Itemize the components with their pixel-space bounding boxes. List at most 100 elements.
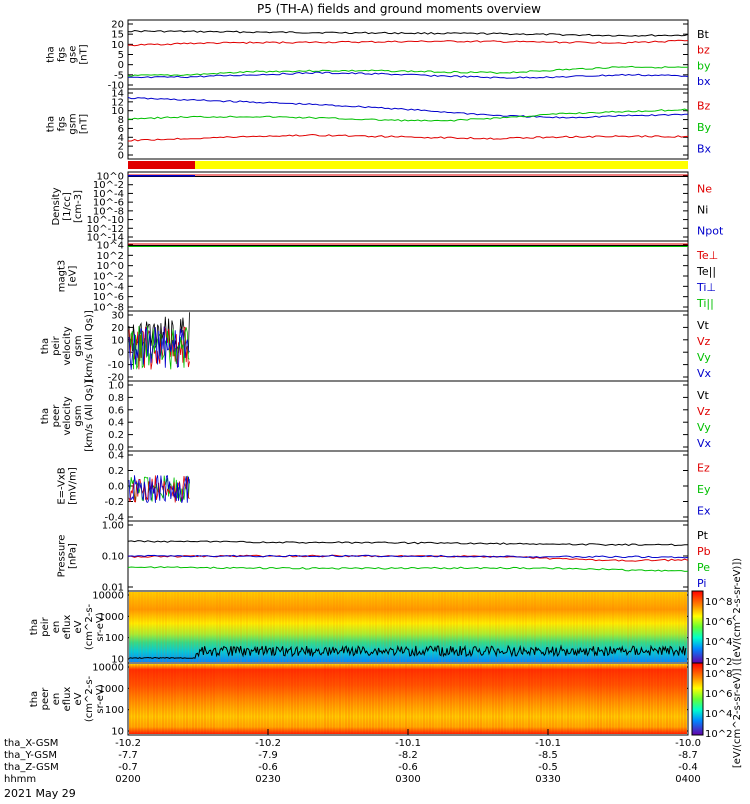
legend-entry: Ne <box>697 183 712 196</box>
y-axis-label-line: [nT] <box>79 114 90 134</box>
spectrogram-texture <box>630 592 632 662</box>
spectrogram-texture <box>477 592 479 662</box>
spectrogram-texture <box>372 592 374 662</box>
spectrogram-texture <box>141 664 143 734</box>
spectrogram-texture <box>585 664 587 734</box>
spectrogram-texture <box>435 664 437 734</box>
spectrogram-texture <box>498 592 500 662</box>
panel-peir_en: thapeirenefluxeV(cm^2-s-sr-eV)1000010001… <box>29 590 689 666</box>
spectrogram-texture <box>156 664 158 734</box>
y-axis-label-line: peer <box>40 687 51 711</box>
spectrogram-texture <box>561 664 563 734</box>
spectrogram-texture <box>324 592 326 662</box>
spectrogram-texture <box>618 592 620 662</box>
spectrogram-texture <box>174 592 176 662</box>
y-tick-label: 10^-6 <box>93 292 124 303</box>
y-tick-label: 10^2 <box>97 251 124 262</box>
spectrogram-texture <box>486 592 488 662</box>
spectrogram-texture <box>552 592 554 662</box>
spectrogram-texture <box>468 664 470 734</box>
spectrogram-texture <box>201 664 203 734</box>
quality-flag-bar <box>128 161 688 169</box>
panel-frame <box>127 450 689 522</box>
y-axis-label-line: gse <box>68 46 79 64</box>
spectrogram-texture <box>132 592 134 662</box>
y-axis-label-line: tha <box>46 116 57 132</box>
spectrogram-texture <box>183 592 185 662</box>
y-tick-label: 5 <box>118 50 124 61</box>
spectrogram-texture <box>228 592 230 662</box>
spectrogram-texture <box>255 592 257 662</box>
spectrogram-texture <box>552 664 554 734</box>
spectrogram-texture <box>657 592 659 662</box>
spectrogram-texture <box>642 592 644 662</box>
y-tick-label: 10^0 <box>97 172 124 183</box>
y-tick-label: 10^-14 <box>87 233 124 244</box>
spectrogram-texture <box>444 592 446 662</box>
spectrogram-texture <box>147 592 149 662</box>
y-tick-label: 0.4 <box>108 451 124 462</box>
y-tick-label: 10 <box>111 655 124 666</box>
spectrogram-texture <box>204 592 206 662</box>
spectrogram-texture <box>591 664 593 734</box>
spectrogram-texture <box>423 592 425 662</box>
spectrogram-texture <box>366 592 368 662</box>
spectrogram-texture <box>522 664 524 734</box>
y-tick-label: 14 <box>111 89 124 100</box>
y-tick-label: 1.0 <box>108 381 124 392</box>
plot-title: P5 (TH-A) fields and ground moments over… <box>257 2 541 16</box>
spectrogram-texture <box>288 592 290 662</box>
spectrogram-texture <box>633 592 635 662</box>
spectrogram-texture <box>606 592 608 662</box>
spectrogram-texture <box>606 664 608 734</box>
colorbar-tick-label: 10^4 <box>705 709 732 720</box>
spectrogram-texture <box>378 592 380 662</box>
spectrogram-texture <box>645 664 647 734</box>
legend-entry: Vy <box>697 421 711 434</box>
x-tick-label: 0300 <box>395 774 420 785</box>
legend-entry: Ni <box>697 204 708 217</box>
y-tick-label: 0 <box>118 151 124 162</box>
legend-entry: Pt <box>697 529 709 542</box>
spectrogram-texture <box>129 592 131 662</box>
legend-entry: Vz <box>697 335 711 348</box>
spectrogram-texture <box>510 664 512 734</box>
spectrogram-texture <box>426 592 428 662</box>
spectrogram-texture <box>267 664 269 734</box>
legend-entry: Ti|| <box>696 297 714 310</box>
spectrogram-texture <box>393 664 395 734</box>
spectrogram-texture <box>282 592 284 662</box>
spectrogram-texture <box>141 592 143 662</box>
y-tick-label: -10 <box>108 81 124 92</box>
legend-entry: bx <box>697 75 711 88</box>
spectrogram-texture <box>432 664 434 734</box>
spectrogram-texture <box>456 592 458 662</box>
y-axis-label-line: tha <box>40 338 51 354</box>
spectrogram-texture <box>150 664 152 734</box>
spectrogram-texture <box>138 592 140 662</box>
spectrogram-texture <box>213 664 215 734</box>
spectrogram-texture <box>243 664 245 734</box>
y-axis-label-line: gsm <box>73 405 84 426</box>
y-tick-label: 6 <box>118 124 124 135</box>
spectrogram-texture <box>483 664 485 734</box>
y-axis-label: thafgsgsm[nT] <box>46 113 90 134</box>
legend-entry: Vz <box>697 405 711 418</box>
spectrogram-texture <box>471 592 473 662</box>
spectrogram-texture <box>300 592 302 662</box>
spectrogram-texture <box>321 592 323 662</box>
spectrogram-texture <box>234 664 236 734</box>
series-bx-line <box>127 71 689 79</box>
series-bz-line <box>128 133 689 142</box>
spectrogram-texture <box>147 664 149 734</box>
y-tick-label: 0.6 <box>108 405 124 416</box>
spectrogram-texture <box>354 592 356 662</box>
spectrogram-texture <box>513 592 515 662</box>
spectrogram-texture <box>564 592 566 662</box>
y-tick-label: 0 <box>118 60 124 71</box>
spectrogram-texture <box>558 592 560 662</box>
spectrogram-texture <box>351 592 353 662</box>
spectrogram-texture <box>144 592 146 662</box>
date-label: 2021 May 29 <box>4 787 76 800</box>
